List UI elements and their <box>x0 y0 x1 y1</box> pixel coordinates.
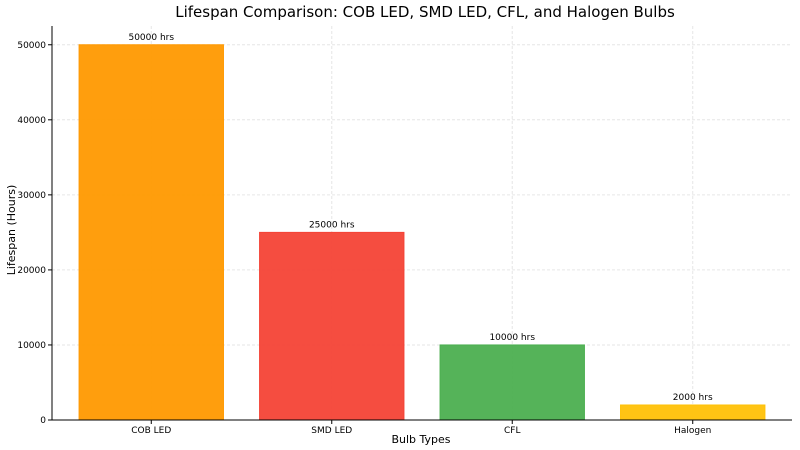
bar <box>78 44 224 421</box>
x-axis-label: Bulb Types <box>391 433 450 446</box>
bars: 50000 hrs 25000 hrs 10000 hrs 2000 hrs <box>78 33 766 421</box>
axes: 0 10000 20000 30000 40000 50000 COB LED SMD LED… <box>17 26 792 436</box>
x-tick-label: SMD LED <box>311 426 352 436</box>
data-label: 50000 hrs <box>128 33 174 43</box>
data-label: 10000 hrs <box>489 333 535 343</box>
y-tick-label: 10000 <box>17 341 46 351</box>
data-label: 2000 hrs <box>673 393 713 403</box>
bar <box>439 344 585 421</box>
y-tick-label: 30000 <box>17 191 46 201</box>
y-tick-label: 0 <box>40 416 46 426</box>
data-label: 25000 hrs <box>309 220 355 230</box>
x-tick-label: CFL <box>504 426 520 436</box>
bar <box>259 231 405 421</box>
grid <box>52 26 792 420</box>
y-tick-label: 20000 <box>17 266 46 276</box>
y-tick-label: 50000 <box>17 41 46 51</box>
chart-title: Lifespan Comparison: COB LED, SMD LED, C… <box>175 3 675 21</box>
x-tick-label: Halogen <box>674 426 711 436</box>
bar <box>620 404 766 421</box>
y-axis-label: Lifespan (Hours) <box>5 185 18 276</box>
y-tick-label: 40000 <box>17 116 46 126</box>
x-tick-label: COB LED <box>131 426 171 436</box>
